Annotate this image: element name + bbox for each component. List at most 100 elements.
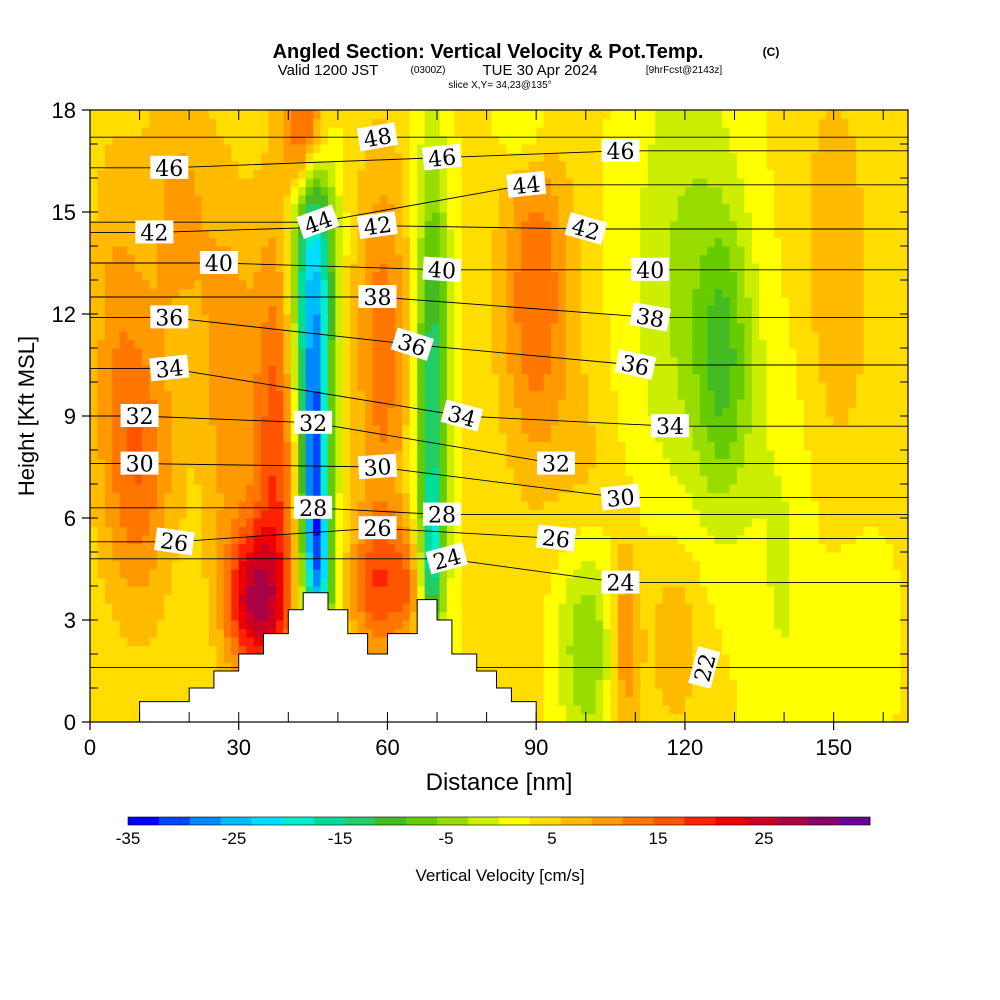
velocity-cell — [327, 288, 336, 298]
velocity-cell — [179, 237, 188, 247]
velocity-cell — [357, 271, 366, 281]
velocity-cell — [372, 492, 381, 502]
velocity-cell — [506, 263, 515, 273]
velocity-cell — [194, 645, 203, 655]
velocity-cell — [164, 288, 173, 298]
velocity-cell — [491, 509, 500, 519]
velocity-cell — [171, 288, 180, 298]
subtitle-fcst: [9hrFcst@2143z] — [646, 65, 723, 76]
velocity-cell — [484, 475, 493, 485]
velocity-cell — [595, 679, 604, 689]
velocity-cell — [134, 390, 143, 400]
velocity-cell — [424, 535, 433, 545]
velocity-cell — [424, 288, 433, 298]
velocity-cell — [97, 220, 106, 230]
velocity-cell — [149, 552, 158, 562]
velocity-cell — [499, 671, 508, 681]
velocity-cell — [350, 322, 359, 332]
velocity-cell — [320, 229, 329, 239]
velocity-cell — [313, 127, 322, 137]
velocity-cell — [357, 594, 366, 604]
velocity-cell — [283, 288, 292, 298]
velocity-cell — [127, 518, 136, 528]
velocity-cell — [454, 229, 463, 239]
velocity-cell — [97, 288, 106, 298]
velocity-cell — [179, 186, 188, 196]
velocity-cell — [417, 203, 426, 213]
velocity-cell — [112, 552, 121, 562]
velocity-cell — [506, 467, 515, 477]
velocity-cell — [461, 518, 470, 528]
velocity-cell — [253, 237, 262, 247]
velocity-cell — [97, 637, 106, 647]
velocity-cell — [603, 705, 612, 715]
velocity-cell — [171, 382, 180, 392]
velocity-cell — [335, 186, 344, 196]
velocity-cell — [350, 518, 359, 528]
velocity-cell — [298, 467, 307, 477]
velocity-cell — [506, 509, 515, 519]
velocity-cell — [238, 118, 247, 128]
velocity-cell — [588, 450, 597, 460]
velocity-cell — [551, 611, 560, 621]
velocity-cell — [194, 390, 203, 400]
velocity-cell — [253, 433, 262, 443]
velocity-cell — [246, 543, 255, 553]
velocity-cell — [454, 441, 463, 451]
velocity-cell — [208, 611, 218, 621]
velocity-cell — [283, 229, 292, 239]
velocity-cell — [543, 620, 552, 630]
velocity-cell — [104, 705, 113, 715]
velocity-cell — [372, 254, 381, 264]
velocity-cell — [298, 569, 307, 579]
velocity-cell — [350, 246, 359, 256]
velocity-cell — [201, 399, 210, 409]
velocity-cell — [506, 161, 515, 171]
velocity-cell — [536, 594, 545, 604]
velocity-cell — [469, 586, 478, 596]
velocity-cell — [543, 390, 552, 400]
velocity-cell — [327, 577, 336, 587]
velocity-cell — [372, 594, 381, 604]
velocity-cell — [588, 458, 597, 468]
velocity-cell — [417, 467, 426, 477]
velocity-cell — [164, 110, 173, 120]
velocity-cell — [521, 416, 530, 426]
velocity-cell — [513, 475, 522, 485]
velocity-cell — [439, 237, 448, 247]
velocity-cell — [246, 322, 255, 332]
velocity-cell — [246, 254, 255, 264]
velocity-cell — [528, 688, 537, 698]
velocity-cell — [432, 348, 441, 358]
velocity-cell — [342, 127, 351, 137]
velocity-cell — [558, 169, 567, 179]
velocity-cell — [536, 305, 545, 315]
velocity-cell — [90, 424, 99, 434]
velocity-cell — [283, 535, 292, 545]
velocity-cell — [268, 356, 277, 366]
velocity-cell — [588, 152, 597, 162]
velocity-cell — [513, 603, 522, 613]
velocity-cell — [201, 424, 210, 434]
velocity-cell — [461, 484, 470, 494]
velocity-cell — [595, 628, 604, 638]
velocity-cell — [595, 169, 604, 179]
velocity-cell — [476, 339, 485, 349]
velocity-cell — [201, 297, 210, 307]
velocity-cell — [543, 339, 552, 349]
velocity-cell — [104, 484, 113, 494]
velocity-cell — [186, 679, 195, 689]
velocity-cell — [417, 484, 426, 494]
velocity-cell — [499, 161, 508, 171]
velocity-cell — [313, 288, 322, 298]
velocity-cell — [90, 535, 99, 545]
velocity-cell — [513, 373, 522, 383]
velocity-cell — [476, 118, 485, 128]
velocity-cell — [446, 229, 455, 239]
velocity-cell — [90, 603, 99, 613]
velocity-cell — [350, 254, 359, 264]
velocity-cell — [402, 186, 411, 196]
velocity-cell — [380, 390, 389, 400]
velocity-cell — [588, 195, 597, 205]
velocity-cell — [231, 475, 240, 485]
